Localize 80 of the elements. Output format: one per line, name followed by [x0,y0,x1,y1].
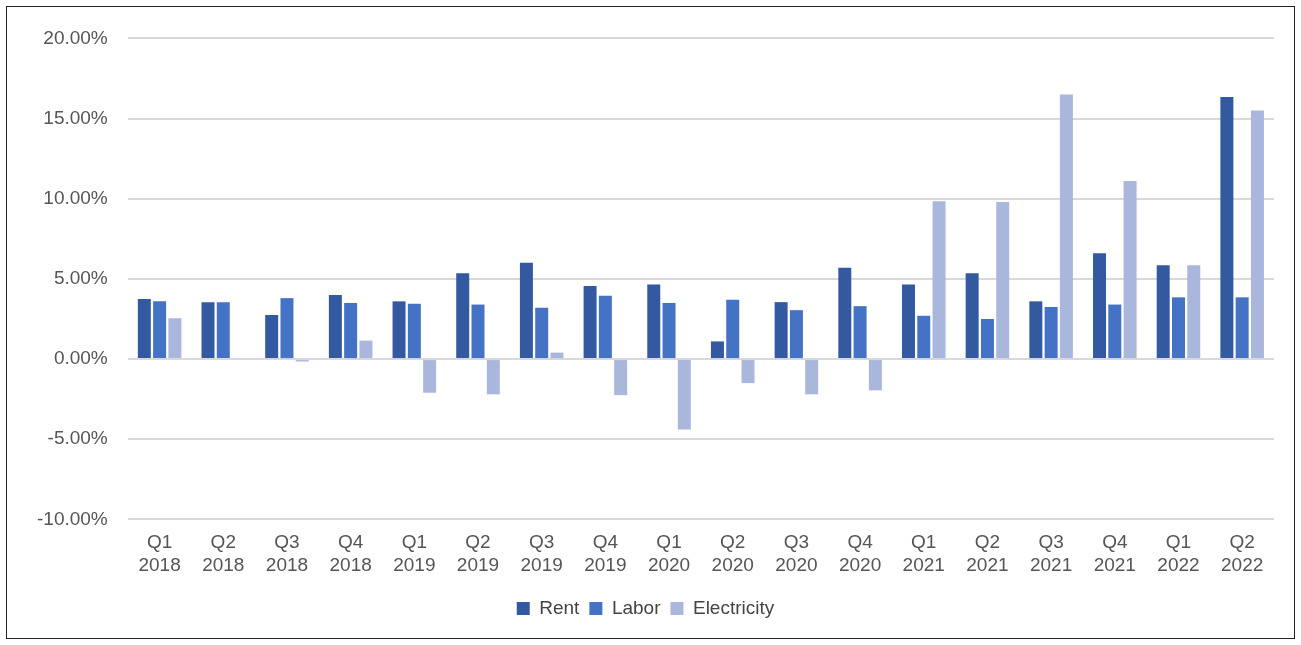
bar [1093,253,1107,359]
bar [423,360,437,393]
bar [168,318,182,359]
bar [710,341,724,359]
x-tick-label: Q2 2018 [202,531,245,575]
bar [328,294,342,359]
y-tick-label: 20.00% [43,26,108,48]
bar [1029,301,1043,359]
x-tick-label: Q3 2020 [775,531,818,575]
bar [1123,181,1137,359]
bar [486,360,500,395]
bar [201,302,215,359]
x-tick-label: Q3 2018 [265,531,309,575]
y-tick-label: 15.00% [43,106,108,128]
legend-label: Rent [539,596,581,618]
y-tick-label: -10.00% [36,507,108,529]
bar [1171,297,1185,359]
bar [153,301,167,359]
bar [216,302,230,359]
bar [853,306,867,359]
bar [996,201,1010,359]
x-tick-label: Q4 2021 [1093,531,1136,575]
x-tick-label: Q1 2019 [393,531,436,575]
bar [917,315,931,359]
bar [774,302,788,359]
x-tick-label: Q3 2019 [520,531,563,575]
bar [614,360,628,396]
bar [901,284,915,359]
bar [137,298,151,359]
bar [1044,306,1058,359]
bar [1235,297,1249,359]
bar [805,360,819,395]
bar [838,267,852,359]
x-tick-label: Q2 2020 [711,531,754,575]
bar [583,286,597,359]
bar [789,310,803,359]
bar [1187,265,1201,359]
bar [868,360,882,391]
bar [1156,265,1170,359]
bar [662,302,676,359]
bar [726,299,740,359]
x-tick-label: Q3 2021 [1029,531,1073,575]
legend-label: Labor [611,596,662,618]
bar [456,273,470,359]
bar [980,318,994,359]
bar [344,302,358,359]
bar [471,304,485,359]
bar [280,298,294,359]
bar [265,314,279,359]
x-tick-label: Q1 2018 [138,531,181,575]
x-tick-label: Q1 2020 [647,531,691,575]
x-tick-label: Q2 2022 [1221,531,1264,575]
bar [392,301,406,359]
bar [535,307,549,359]
x-tick-label: Q1 2022 [1157,531,1200,575]
bar [965,273,979,359]
x-tick-label: Q1 2021 [902,531,945,575]
bar [550,352,564,359]
x-tick-label: Q4 2018 [329,531,372,575]
bar [519,262,533,359]
bar [407,303,421,359]
bar [647,284,661,359]
bar [1108,304,1122,359]
legend-label: Electricity [692,596,775,618]
bar [1250,110,1264,359]
bar [1059,94,1073,359]
bar [1220,96,1234,359]
y-tick-label: 10.00% [43,186,108,208]
x-tick-label: Q2 2019 [456,531,500,575]
bar [598,295,612,359]
bar [932,201,946,359]
y-tick-label: 5.00% [53,267,108,289]
x-tick-label: Q4 2019 [584,531,627,575]
x-tick-label: Q4 2020 [838,531,882,575]
y-tick-label: -5.00% [47,427,108,449]
bar [677,360,691,430]
bar [359,340,373,359]
bar [741,360,755,384]
y-tick-label: 0.00% [53,347,108,369]
x-tick-label: Q2 2021 [966,531,1009,575]
